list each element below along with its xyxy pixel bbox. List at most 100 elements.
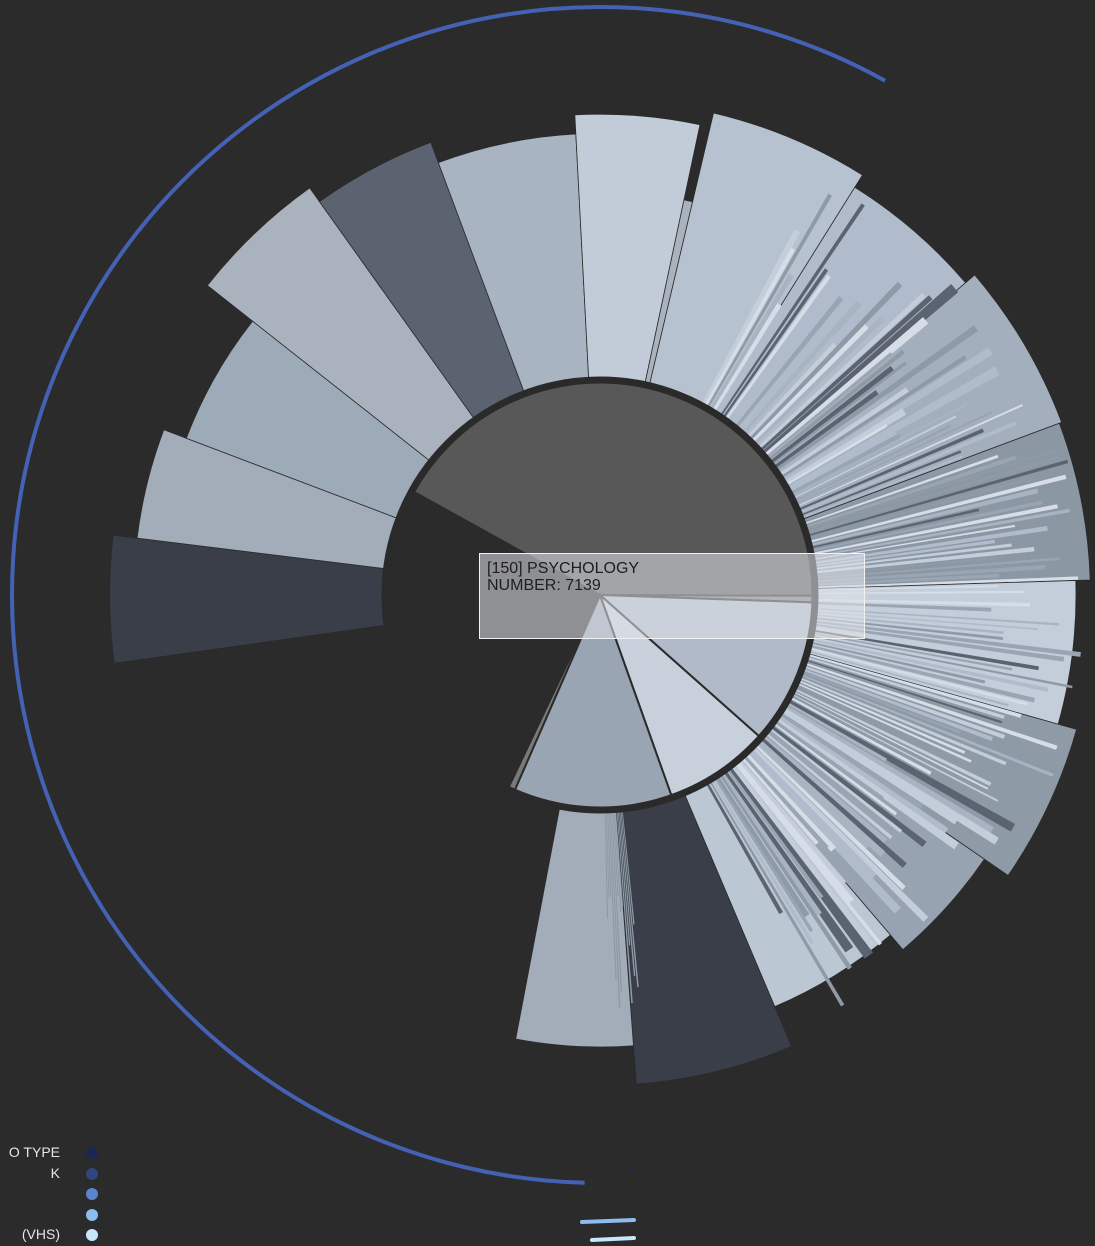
legend-item[interactable] [0, 1184, 110, 1205]
legend-item[interactable] [0, 1205, 110, 1226]
fan-bar[interactable] [795, 682, 972, 763]
fan-bar[interactable] [609, 809, 621, 1008]
fan-bar[interactable] [813, 546, 1035, 574]
legend-item[interactable]: K [0, 1164, 110, 1185]
fan-bar[interactable] [748, 747, 877, 879]
fan-bar[interactable] [798, 676, 1007, 766]
fan-bar[interactable] [795, 404, 1023, 508]
fan-bar[interactable] [739, 289, 866, 435]
fan-bar[interactable] [784, 423, 888, 487]
fan-bar[interactable] [777, 387, 911, 479]
fan-bar[interactable] [734, 296, 845, 430]
fan-bar[interactable] [779, 355, 967, 479]
fan-bar[interactable] [790, 693, 999, 802]
fan-bar[interactable] [794, 411, 993, 505]
fan-bar[interactable] [736, 232, 902, 431]
fan-bar[interactable] [708, 779, 845, 1007]
fan-bar[interactable] [708, 273, 794, 412]
fan-bar[interactable] [745, 342, 837, 440]
fan-bar[interactable] [700, 229, 801, 407]
fan-bar[interactable] [714, 230, 834, 415]
fan-bar[interactable] [764, 731, 893, 840]
fan-bar[interactable] [750, 324, 871, 445]
fan-bar[interactable] [782, 408, 907, 486]
fan-bar[interactable] [608, 809, 617, 980]
fan-bar[interactable] [809, 508, 980, 549]
fan-bar[interactable] [753, 743, 906, 890]
fan-bar[interactable] [793, 424, 952, 503]
fan-bar[interactable] [752, 316, 886, 446]
fan-bar[interactable] [768, 727, 903, 833]
fan-bar[interactable] [811, 524, 1016, 561]
fan-bar[interactable] [760, 284, 959, 457]
fan-bar[interactable] [759, 736, 907, 868]
fan-bar[interactable] [714, 774, 810, 918]
fan-bar[interactable] [814, 611, 1038, 631]
fan-bar[interactable] [757, 738, 886, 857]
fan-bar[interactable] [808, 644, 1035, 703]
fan-bar[interactable] [810, 635, 1073, 689]
fan-bar[interactable] [804, 448, 1057, 531]
fan-bar[interactable] [799, 673, 1054, 777]
fan-bar[interactable] [711, 778, 814, 945]
fan-bar[interactable] [721, 268, 829, 420]
fan-bar[interactable] [613, 809, 622, 912]
fan-bar[interactable] [611, 809, 623, 992]
fan-bar[interactable] [741, 754, 829, 852]
fan-bar[interactable] [619, 809, 636, 976]
fan-bar[interactable] [615, 809, 624, 907]
fan-bar[interactable] [775, 714, 949, 837]
fan-bar[interactable] [801, 462, 961, 522]
fan-bar[interactable] [810, 500, 1043, 552]
fan-bar[interactable] [729, 763, 876, 950]
fan-bar[interactable] [800, 455, 963, 519]
legend-item[interactable]: (VHS) [0, 1225, 110, 1246]
fan-bar[interactable] [751, 745, 929, 922]
fan-bar[interactable] [764, 352, 893, 459]
fan-bar[interactable] [780, 709, 958, 825]
fan-bar[interactable] [811, 632, 1013, 671]
fan-bar[interactable] [726, 767, 824, 899]
fan-bar[interactable] [811, 629, 1039, 671]
fan-bar[interactable] [740, 756, 819, 845]
fan-bar[interactable] [761, 734, 888, 844]
fan-bar[interactable] [741, 300, 862, 436]
fan-bar[interactable] [812, 525, 1048, 565]
fan-bar[interactable] [798, 421, 1017, 514]
fan-bar[interactable] [802, 665, 1006, 739]
fan-bar[interactable] [786, 366, 1000, 492]
fan-bar[interactable] [785, 701, 888, 762]
fan-bar[interactable] [814, 576, 1079, 589]
fan-bar[interactable] [801, 668, 993, 741]
fan-bar[interactable] [790, 403, 967, 497]
fan-bar[interactable] [719, 203, 865, 418]
fan-bar[interactable] [736, 758, 847, 887]
fan-bar[interactable] [774, 717, 959, 850]
fan-bar[interactable] [811, 508, 1070, 558]
fan-bar[interactable] [788, 696, 932, 775]
fan-bar[interactable] [789, 433, 902, 496]
fan-bar[interactable] [786, 698, 1016, 832]
fan-bar[interactable] [729, 278, 847, 427]
fan-bar[interactable] [814, 608, 1060, 626]
fan-bar[interactable] [748, 281, 903, 442]
fan-bar[interactable] [612, 809, 619, 897]
fan-bar[interactable] [804, 659, 1003, 724]
fan-bar[interactable] [781, 706, 999, 845]
fan-bar[interactable] [735, 760, 854, 904]
fan-bar[interactable] [770, 361, 907, 466]
fan-bar[interactable] [743, 334, 839, 438]
fan-bar[interactable] [807, 650, 1009, 707]
fan-bar[interactable] [797, 428, 984, 511]
fan-bar[interactable] [604, 809, 609, 919]
fan-bar[interactable] [772, 722, 898, 816]
fan-bar[interactable] [703, 247, 796, 408]
fan-bar[interactable] [805, 455, 1060, 534]
fan-bar[interactable] [799, 450, 962, 517]
fan-bar[interactable] [792, 690, 989, 790]
fan-bar[interactable] [814, 564, 1046, 583]
fan-bar[interactable] [731, 295, 838, 428]
fan-bar[interactable] [745, 749, 902, 914]
fan-bar[interactable] [787, 429, 898, 493]
fan-bar[interactable] [810, 504, 1058, 555]
